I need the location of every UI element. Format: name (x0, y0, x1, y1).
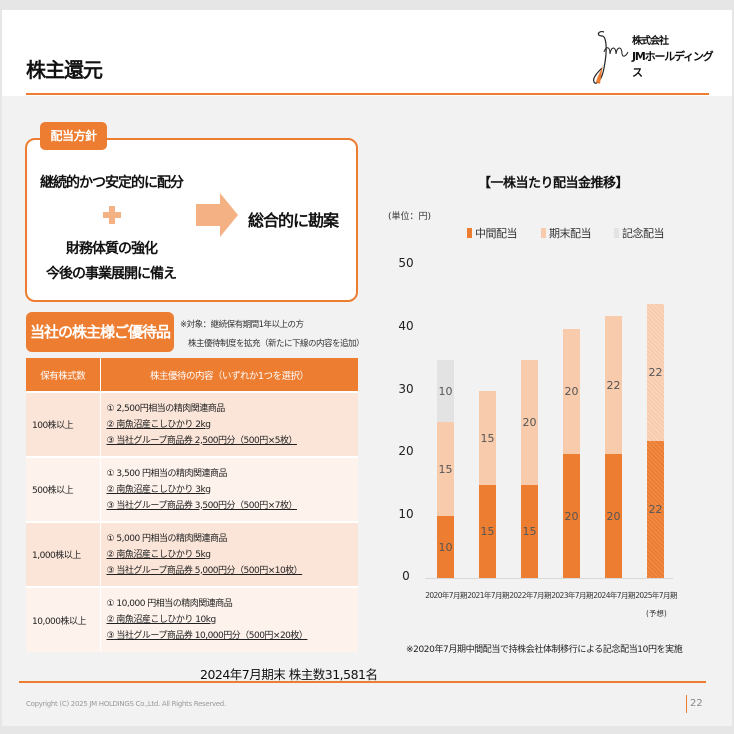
bar-2020-yearend: 15 (437, 422, 454, 516)
logo-company-name: JMホールディングス (632, 50, 714, 79)
bar-2023-interim: 20 (563, 454, 580, 578)
bar-2025-interim-forecast: 22 (647, 441, 664, 578)
bar-2023-yearend: 20 (563, 329, 580, 454)
policy-future-business: 今後の事業展開に備え (46, 266, 177, 282)
dividend-policy-tag: 配当方針 (40, 122, 107, 150)
chart-title: 【一株当たり配当金推移】 (478, 176, 629, 191)
shareholder-benefits-tag: 当社の株主様ご優待品 (26, 312, 174, 352)
legend-yearend: 期末配当 (541, 225, 592, 241)
table-row: 1,000株以上 ① 5,000 円相当の精肉関連商品 ② 南魚沼産こしひかり … (26, 521, 358, 587)
benefit-item-rice: ② 南魚沼産こしひかり 5kg (106, 549, 211, 560)
benefit-item-voucher: ③ 当社グループ商品券 3,500円分（500円×7枚） (106, 500, 298, 511)
x-label-forecast-note: (予想) (646, 609, 667, 618)
shares-cell: 10,000株以上 (26, 586, 101, 652)
chart-footnote: ※2020年7月期中間配当で持株会社体制移行による記念配当10円を実施 (406, 645, 683, 655)
chart-unit-label: (単位：円) (388, 212, 432, 222)
legend-label-memorial: 記念配当 (622, 227, 665, 240)
page-title: 株主還元 (26, 58, 103, 82)
benefit-item-voucher: ③ 当社グループ商品券 10,000円分（500円×20枚） (106, 631, 308, 641)
bar-2020-interim: 10 (437, 516, 454, 578)
logo-company-type: 株式会社 (632, 36, 669, 47)
y-tick: 20 (398, 444, 414, 458)
bar-2022-yearend: 20 (521, 360, 538, 485)
benefit-item-voucher: ③ 当社グループ商品券 2,500円分（500円×5枚） (106, 435, 298, 446)
x-axis-line (425, 578, 673, 579)
y-tick: 50 (398, 256, 414, 270)
legend-label-yearend: 期末配当 (549, 227, 592, 240)
x-label: 2020年7月期 (425, 591, 467, 600)
legend-label-interim: 中間配当 (475, 227, 518, 240)
column-header-shares: 保有株式数 (26, 358, 101, 392)
benefit-cell: ① 10,000 円相当の精肉関連商品 ② 南魚沼産こしひかり 10kg ③ 当… (100, 586, 358, 652)
table-row: 10,000株以上 ① 10,000 円相当の精肉関連商品 ② 南魚沼産こしひか… (26, 586, 358, 652)
y-tick: 10 (398, 507, 414, 521)
legend-swatch-interim (467, 228, 472, 238)
policy-result: 総合的に勘案 (248, 211, 339, 230)
table-row: 100株以上 ① 2,500円相当の精肉関連商品 ② 南魚沼産こしひかり 2kg… (26, 391, 358, 457)
shares-cell: 1,000株以上 (26, 521, 101, 587)
column-header-benefit: 株主優待の内容（いずれか1つを選択） (100, 358, 358, 392)
x-label: 2023年7月期 (551, 591, 593, 600)
benefit-cell: ① 5,000 円相当の精肉関連商品 ② 南魚沼産こしひかり 5kg ③ 当社グ… (100, 521, 358, 587)
footer-divider (19, 681, 706, 683)
x-label: 2025年7月期 (635, 591, 677, 600)
benefit-item-voucher: ③ 当社グループ商品券 5,000円分（500円×10枚） (106, 565, 303, 576)
legend-memorial: 記念配当 (614, 225, 665, 241)
y-tick: 40 (398, 319, 414, 333)
policy-financial-strength: 財務体質の強化 (66, 241, 158, 257)
plus-icon (103, 206, 121, 224)
y-tick: 0 (402, 569, 410, 583)
benefit-item-meat: ① 5,000 円相当の精肉関連商品 (106, 533, 228, 544)
benefit-eligibility-note: ※対象：継続保有期間1年以上の方 (180, 320, 304, 330)
benefits-table: 保有株式数 株主優待の内容（いずれか1つを選択） 100株以上 ① 2,500円… (26, 358, 358, 652)
table-header-row: 保有株式数 株主優待の内容（いずれか1つを選択） (26, 358, 358, 392)
benefit-item-rice: ② 南魚沼産こしひかり 3kg (106, 484, 211, 495)
bar-2021-yearend: 15 (479, 391, 496, 485)
bar-2024-interim: 20 (605, 454, 622, 578)
benefit-item-rice: ② 南魚沼産こしひかり 2kg (106, 419, 211, 430)
y-tick: 30 (398, 382, 414, 396)
benefit-item-meat: ① 10,000 円相当の精肉関連商品 (106, 599, 233, 609)
benefit-cell: ① 3,500 円相当の精肉関連商品 ② 南魚沼産こしひかり 3kg ③ 当社グ… (100, 456, 358, 522)
benefit-cell: ① 2,500円相当の精肉関連商品 ② 南魚沼産こしひかり 2kg ③ 当社グル… (100, 391, 358, 457)
bar-2024-yearend: 22 (605, 316, 622, 454)
jm-logo-icon (593, 31, 629, 84)
page-number-divider (686, 695, 687, 713)
x-label: 2022年7月期 (509, 591, 551, 600)
legend-swatch-memorial (614, 228, 619, 238)
header-divider (26, 93, 709, 95)
shares-cell: 500株以上 (26, 456, 101, 522)
bar-2025-yearend-forecast: 22 (647, 304, 664, 441)
x-label: 2024年7月期 (593, 591, 635, 600)
bar-2021-interim: 15 (479, 485, 496, 578)
x-label: 2021年7月期 (467, 591, 509, 600)
bar-2020-memorial: 10 (437, 360, 454, 422)
legend-swatch-yearend (541, 228, 546, 238)
legend-interim: 中間配当 (467, 225, 518, 241)
shares-cell: 100株以上 (26, 391, 101, 457)
bar-2022-interim: 15 (521, 485, 538, 578)
dividend-policy-box (25, 138, 358, 302)
benefit-item-meat: ① 3,500 円相当の精肉関連商品 (106, 468, 228, 479)
benefit-item-meat: ① 2,500円相当の精肉関連商品 (106, 403, 226, 414)
arrow-right-icon (196, 193, 238, 237)
table-row: 500株以上 ① 3,500 円相当の精肉関連商品 ② 南魚沼産こしひかり 3k… (26, 456, 358, 522)
company-logo: 株式会社 JMホールディングス (590, 28, 720, 90)
policy-stable-distribution: 継続的かつ安定的に配分 (40, 175, 184, 191)
shareholder-count: 2024年7月期末 株主数31,581名 (200, 667, 378, 682)
benefit-expansion-note: 株主優待制度を拡充（新たに下線の内容を追加） (188, 339, 365, 349)
page-number: 22 (690, 698, 703, 709)
benefit-item-rice: ② 南魚沼産こしひかり 10kg (106, 615, 217, 625)
copyright-text: Copyright (C) 2025 JM HOLDINGS Co.,Ltd. … (26, 700, 226, 708)
